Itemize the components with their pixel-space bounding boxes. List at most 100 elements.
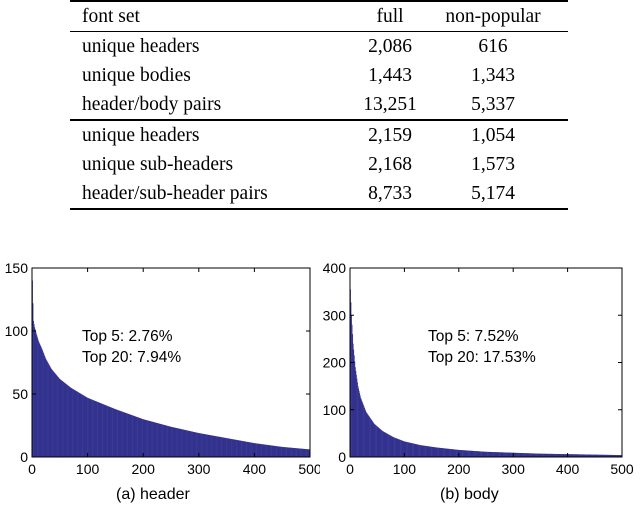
histogram-bar [166,425,168,457]
histogram-bar [172,427,173,457]
histogram-bar [429,446,431,457]
histogram-bar [308,449,310,457]
histogram-bar [609,454,611,457]
histogram-bar [585,454,587,457]
histogram-bar [212,435,214,457]
histogram-bar [509,452,511,457]
histogram-bar [556,453,558,457]
histogram-bar [488,451,490,457]
histogram-bar [193,431,195,457]
histogram-bar [214,435,216,457]
histogram-bar [434,447,436,457]
histogram-bar [472,450,474,457]
histogram-bar [511,452,513,457]
histogram-bar [360,399,362,457]
histogram-bar [410,442,412,457]
histogram-bar [169,426,171,457]
histogram-bar [407,442,408,457]
histogram-bar [221,437,222,457]
histogram-bar [88,398,90,457]
histogram-bar [38,342,40,457]
histogram-bar [255,443,257,457]
histogram-bar [460,450,462,457]
histogram-bar [503,452,505,457]
histogram-bar [468,450,470,457]
histogram-bar [65,384,67,457]
histogram-bar [206,434,208,457]
histogram-bar [277,446,279,457]
histogram-bar [479,451,481,457]
histogram-bar [428,446,430,457]
histogram-bar [404,441,406,457]
histogram-bar [168,426,170,457]
histogram-bar [196,432,197,457]
histogram-bar [471,450,473,457]
histogram-bar [619,455,621,457]
histogram-bar [95,401,97,457]
histogram-bar [369,416,370,457]
histogram-bar [464,450,466,457]
histogram-bar [496,452,498,457]
histogram-bar [480,451,482,457]
histogram-bar [415,444,417,457]
histogram-bar [132,415,134,457]
histogram-bar [123,412,125,457]
histogram-bar [394,437,396,457]
histogram-bar [162,424,164,457]
histogram-bar [597,454,599,457]
histogram-bar [191,431,192,457]
histogram-bar [134,416,136,457]
histogram-bar [576,454,578,457]
histogram-bar [229,438,231,457]
histogram-bar [463,450,464,457]
table-row: header/body pairs 13,251 5,337 [70,90,568,119]
histogram-bar [97,401,98,457]
cell-full: 1,443 [368,65,412,86]
histogram-bar [361,400,363,457]
histogram-bar [300,448,302,457]
histogram-bar [543,453,545,457]
histogram-bar [270,445,272,457]
histogram-bar [173,427,175,457]
histogram-bar [129,414,131,457]
histogram-bar [176,428,177,457]
histogram-bar [396,438,398,457]
histogram-bar [188,430,190,457]
histogram-bar [438,447,439,457]
histogram-bar [457,449,459,457]
histogram-bar [534,453,536,457]
histogram-bar [462,450,464,457]
histogram-bar [174,427,176,457]
histogram-bar [595,454,597,457]
histogram-bar [278,446,280,457]
histogram-bar [204,434,206,457]
chart-annotation: Top 20: 7.94% [82,349,181,366]
histogram-bar [79,393,81,457]
histogram-bar [387,434,389,457]
histogram-bar [449,448,451,457]
histogram-bar [115,409,117,457]
histogram-bar [306,449,307,457]
histogram-bar [293,447,295,457]
histogram-bar [297,448,299,457]
histogram-bar [542,453,544,457]
histogram-bar [117,410,119,457]
histogram-bar [536,453,537,457]
histogram-bar [549,453,550,457]
histogram-bar [427,446,429,457]
histogram-bar [425,445,427,457]
histogram-bar [611,454,612,457]
histogram-bar [183,429,185,457]
histogram-bar [563,454,565,457]
histogram-bar [550,453,552,457]
histogram-bar [152,421,153,457]
histogram-bar [557,454,559,457]
histogram-bar [503,452,505,457]
histogram-bar [575,454,577,457]
histogram-bar [416,444,418,457]
histogram-bar [568,454,570,457]
histogram-bar [546,453,548,457]
y-tick-label: 50 [12,386,28,402]
histogram-bar [580,454,581,457]
histogram-bar [532,453,534,457]
